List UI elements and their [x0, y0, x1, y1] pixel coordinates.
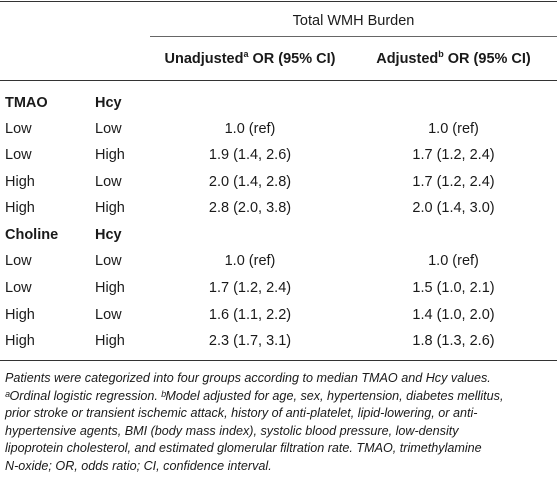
section-label-var2: Hcy — [95, 227, 122, 243]
row-var2: Low — [95, 253, 122, 269]
group-underline — [150, 36, 557, 37]
row-var1: Low — [5, 253, 32, 269]
row-unadjusted-or: 2.8 (2.0, 3.8) — [208, 200, 292, 216]
row-var1: Low — [5, 147, 32, 163]
row-var2: Low — [95, 307, 122, 323]
row-var1: High — [5, 174, 35, 190]
row-var1: High — [5, 200, 35, 216]
row-adjusted-or: 1.7 (1.2, 2.4) — [412, 174, 495, 190]
group-header: Total WMH Burden — [292, 13, 415, 29]
top-rule — [0, 1, 557, 2]
row-var1: Low — [5, 280, 32, 296]
table-footnote: Patients were categorized into four grou… — [5, 371, 504, 473]
section-label-var1: Choline — [5, 227, 59, 243]
col-header-unadjusted: Unadjusteda OR (95% CI) — [164, 49, 336, 67]
header-rule — [0, 80, 557, 81]
row-adjusted-or: 1.7 (1.2, 2.4) — [412, 147, 495, 163]
row-unadjusted-or: 1.6 (1.1, 2.2) — [208, 307, 292, 323]
row-var2: Low — [95, 174, 122, 190]
section-label-var1: TMAO — [5, 95, 48, 111]
row-unadjusted-or: 2.3 (1.7, 3.1) — [208, 333, 292, 349]
row-unadjusted-or: 1.0 (ref) — [224, 121, 276, 137]
row-var2: High — [95, 333, 125, 349]
section-label-var2: Hcy — [95, 95, 122, 111]
row-unadjusted-or: 1.7 (1.2, 2.4) — [208, 280, 292, 296]
row-adjusted-or: 1.4 (1.0, 2.0) — [412, 307, 495, 323]
row-unadjusted-or: 1.0 (ref) — [224, 253, 276, 269]
row-adjusted-or: 1.0 (ref) — [428, 253, 479, 269]
row-unadjusted-or: 2.0 (1.4, 2.8) — [208, 174, 292, 190]
row-var1: Low — [5, 121, 32, 137]
row-adjusted-or: 2.0 (1.4, 3.0) — [412, 200, 495, 216]
row-adjusted-or: 1.8 (1.3, 2.6) — [412, 333, 495, 349]
row-var1: High — [5, 307, 35, 323]
row-adjusted-or: 1.5 (1.0, 2.1) — [412, 280, 495, 296]
row-var1: High — [5, 333, 35, 349]
row-var2: High — [95, 147, 125, 163]
row-unadjusted-or: 1.9 (1.4, 2.6) — [208, 147, 292, 163]
col-header-adjusted: Adjustedb OR (95% CI) — [376, 49, 531, 67]
row-var2: High — [95, 200, 125, 216]
bottom-rule — [0, 360, 557, 361]
row-adjusted-or: 1.0 (ref) — [428, 121, 479, 137]
row-var2: Low — [95, 121, 122, 137]
row-var2: High — [95, 280, 125, 296]
